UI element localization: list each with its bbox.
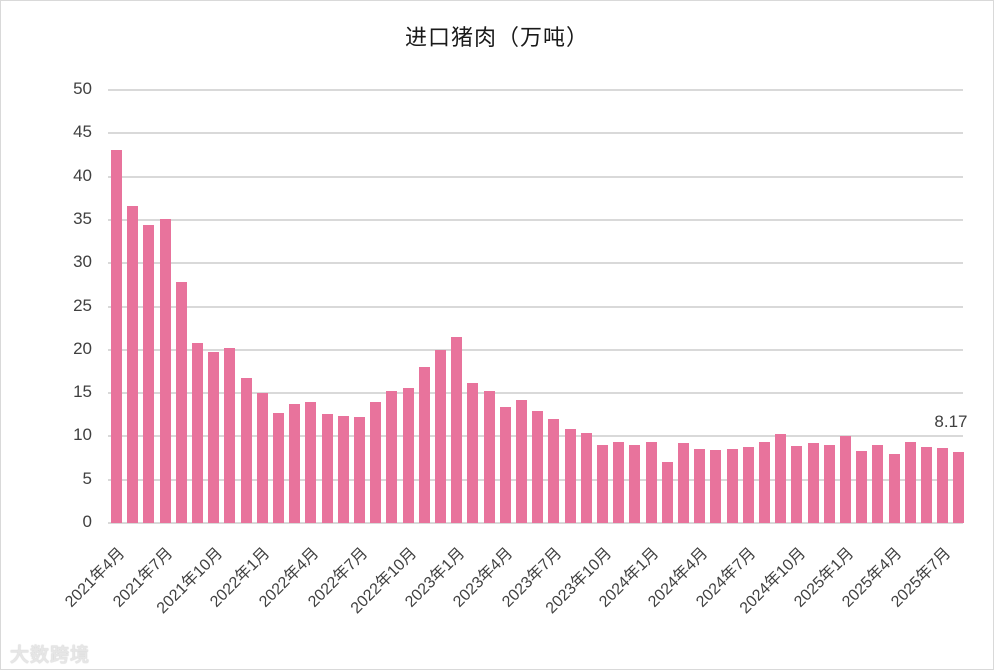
y-tick-label: 20 — [73, 338, 92, 358]
bar — [791, 445, 803, 523]
bar — [580, 432, 592, 523]
bar — [532, 411, 544, 523]
bar — [726, 449, 738, 523]
bar — [273, 413, 284, 523]
bar — [159, 219, 171, 523]
bar — [888, 453, 900, 523]
bar — [402, 387, 414, 523]
bar — [807, 443, 819, 523]
bar — [629, 445, 641, 523]
bar — [354, 417, 365, 523]
bar — [840, 436, 851, 523]
bar — [483, 391, 495, 523]
y-tick-label: 35 — [73, 208, 92, 228]
y-tick-label: 10 — [73, 425, 92, 445]
bar — [208, 352, 220, 523]
bar — [548, 419, 560, 523]
bar — [516, 400, 527, 523]
y-tick-label: 0 — [82, 512, 92, 531]
bar — [451, 336, 463, 523]
bar — [564, 428, 576, 523]
bar — [337, 416, 349, 523]
gridline — [108, 218, 963, 221]
bar — [904, 442, 916, 523]
bar — [305, 401, 317, 523]
y-tick-label: 50 — [73, 79, 92, 98]
y-tick-label: 40 — [73, 165, 92, 185]
y-tick-label: 15 — [73, 382, 92, 402]
bar — [775, 433, 787, 523]
bar — [418, 367, 430, 523]
bar — [613, 442, 625, 523]
y-tick-label: 25 — [73, 295, 92, 315]
gridline — [108, 262, 963, 265]
bar — [823, 445, 835, 523]
bar — [856, 451, 868, 523]
bar — [694, 448, 706, 523]
data-label: 8.17 — [934, 412, 968, 432]
bar — [597, 445, 608, 523]
bar — [937, 447, 949, 523]
bar — [678, 443, 689, 523]
bar — [499, 406, 511, 523]
bar — [742, 446, 754, 523]
gridline — [108, 348, 963, 351]
y-tick-label: 45 — [73, 122, 92, 142]
bar — [953, 452, 965, 523]
bar — [192, 342, 203, 523]
bar — [872, 445, 884, 523]
gridline — [108, 132, 963, 135]
y-tick-label: 5 — [82, 468, 92, 488]
bar — [143, 225, 155, 523]
bar — [921, 446, 932, 523]
bar — [661, 462, 673, 523]
watermark: 大数跨境 — [10, 644, 91, 666]
bar — [111, 149, 122, 523]
bar — [435, 349, 446, 523]
bar — [370, 401, 382, 523]
y-tick-label: 30 — [73, 252, 92, 272]
gridline — [108, 175, 963, 178]
bar — [759, 442, 770, 523]
gridline — [108, 305, 963, 308]
bar — [224, 348, 236, 523]
bar — [256, 393, 268, 523]
bar — [386, 390, 398, 523]
bar — [289, 404, 301, 523]
bar — [321, 413, 333, 523]
bar — [127, 206, 139, 523]
bar — [175, 282, 187, 523]
gridline — [108, 392, 963, 395]
bar — [645, 442, 657, 523]
chart-title: 进口猪肉（万吨） — [404, 26, 589, 51]
gridline — [108, 89, 963, 91]
bar — [467, 382, 479, 523]
bar — [710, 450, 722, 523]
gridline — [108, 522, 963, 524]
bar — [240, 378, 252, 523]
